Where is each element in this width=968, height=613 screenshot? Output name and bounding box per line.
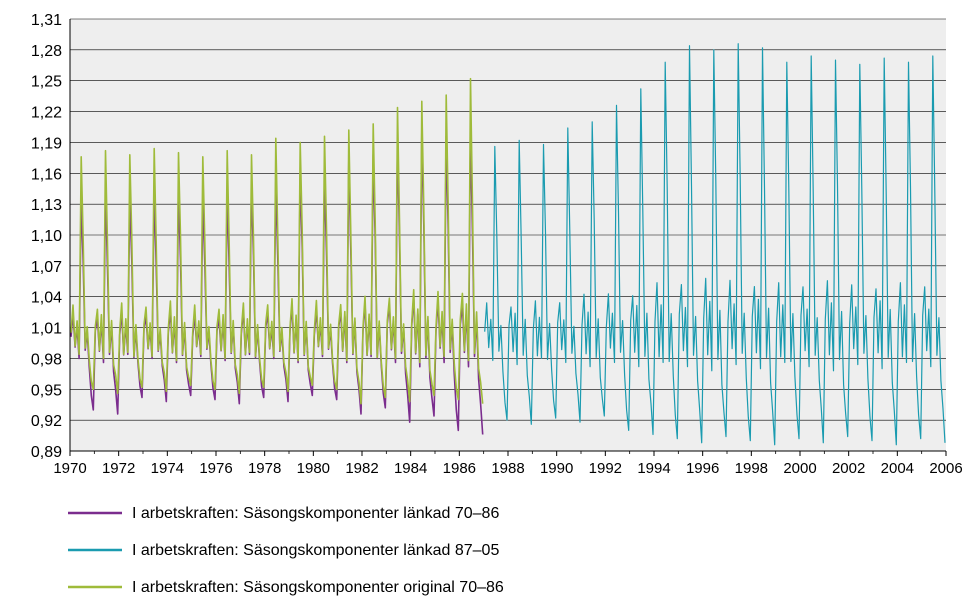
legend: I arbetskraften: Säsongskomponenter länk…	[68, 505, 504, 596]
x-tick-label: 1988	[491, 460, 524, 477]
x-tick-label: 1990	[540, 460, 573, 477]
x-tick-label: 1970	[53, 460, 86, 477]
y-tick-label: 1,16	[31, 166, 62, 183]
x-tick-label: 1972	[102, 460, 135, 477]
x-tick-label: 1998	[735, 460, 768, 477]
y-tick-label: 1,13	[31, 197, 62, 214]
x-tick-label: 2004	[881, 460, 914, 477]
x-tick-label: 1984	[394, 460, 427, 477]
y-tick-label: 0,98	[31, 351, 62, 368]
x-tick-label: 1980	[297, 460, 330, 477]
axes: 0,89 0,92 0,95 0,98 1,01 1,04 1,07 1,10 1,13 1,16…	[31, 12, 963, 477]
legend-label-1: I arbetskraften: Säsongskomponenter länk…	[132, 505, 499, 522]
y-tick-label: 1,25	[31, 74, 62, 91]
x-tick-label: 2002	[832, 460, 865, 477]
x-tick-label: 2006	[929, 460, 962, 477]
y-tick-label: 0,95	[31, 382, 62, 399]
y-tick-label: 1,19	[31, 135, 62, 152]
x-tick-label: 2000	[783, 460, 816, 477]
legend-label-3: I arbetskraften: Säsongskomponenter orig…	[132, 579, 504, 596]
legend-label-2: I arbetskraften: Säsongskomponenter länk…	[132, 542, 499, 559]
x-tick-label: 1976	[199, 460, 232, 477]
y-tick-label: 1,28	[31, 43, 62, 60]
x-tick-label: 1978	[248, 460, 281, 477]
y-tick-label: 1,22	[31, 105, 62, 122]
y-tick-label: 1,04	[31, 290, 62, 307]
y-tick-label: 0,89	[31, 444, 62, 461]
y-tick-label: 1,07	[31, 259, 62, 276]
x-tick-label: 1974	[151, 460, 184, 477]
y-tick-label: 1,31	[31, 12, 62, 29]
series-lines	[70, 43, 946, 446]
series-line-2	[484, 43, 946, 446]
y-tick-label: 0,92	[31, 413, 62, 430]
x-tick-label: 1982	[345, 460, 378, 477]
y-tick-label: 1,10	[31, 228, 62, 245]
x-tick-label: 1996	[686, 460, 719, 477]
x-tick-label: 1986	[443, 460, 476, 477]
x-tick-label: 1992	[589, 460, 622, 477]
x-tick-label: 1994	[637, 460, 670, 477]
y-tick-label: 1,01	[31, 321, 62, 338]
series-line-3	[70, 77, 484, 405]
